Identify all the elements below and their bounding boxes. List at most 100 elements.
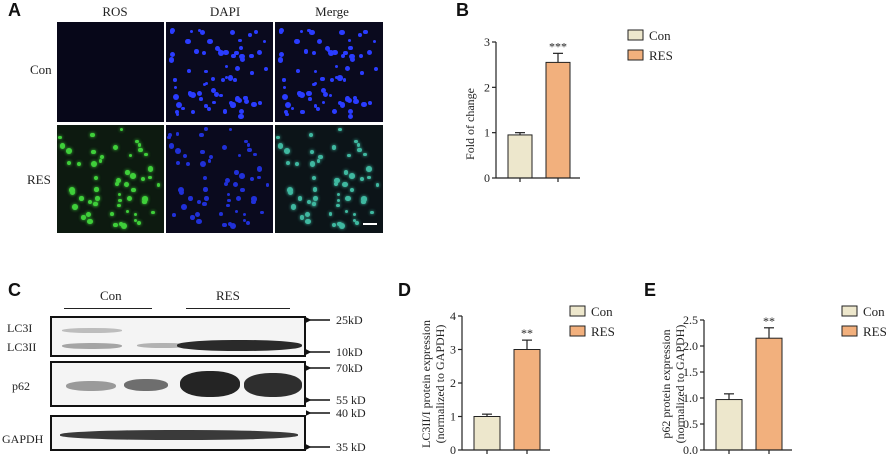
- cell-nucleus: [173, 78, 177, 82]
- cell-nucleus: [210, 76, 216, 82]
- cell-nucleus: [190, 215, 196, 221]
- cell-nucleus: [352, 212, 357, 217]
- cell-nucleus: [336, 193, 340, 197]
- cell-nucleus: [245, 221, 250, 226]
- cell-nucleus: [299, 30, 303, 34]
- y-tick-label: 1.5: [683, 365, 698, 379]
- cell-nucleus: [218, 93, 223, 98]
- band-lc3i-con: [62, 328, 122, 333]
- cell-nucleus: [250, 71, 254, 75]
- cell-nucleus: [199, 132, 204, 137]
- cell-nucleus: [372, 40, 377, 44]
- cell-nucleus: [282, 78, 286, 82]
- cell-nucleus: [320, 76, 325, 82]
- chart-b-ylabel: Fold of change: [463, 88, 477, 160]
- cell-nucleus: [190, 30, 194, 34]
- cell-nucleus: [348, 109, 354, 115]
- cell-nucleus: [311, 202, 316, 206]
- cell-nucleus: [110, 212, 114, 217]
- cell-nucleus: [233, 170, 239, 175]
- cell-nucleus: [196, 218, 202, 225]
- cell-nucleus: [211, 88, 217, 94]
- cell-nucleus: [363, 29, 368, 35]
- y-tick-label: 4: [450, 309, 456, 323]
- column-label-merge: Merge: [315, 4, 349, 19]
- cell-nucleus: [242, 218, 247, 223]
- cell-nucleus: [183, 153, 188, 159]
- cell-nucleus: [328, 212, 333, 217]
- cell-nucleus: [282, 85, 287, 89]
- group-line-res: [186, 308, 290, 309]
- cell-nucleus: [67, 161, 72, 166]
- label-gapdh: GAPDH: [2, 432, 44, 446]
- cell-nucleus: [228, 127, 233, 132]
- cell-nucleus: [232, 181, 239, 188]
- cell-nucleus: [225, 75, 229, 79]
- cell-nucleus: [290, 106, 294, 111]
- cell-nucleus: [236, 97, 243, 104]
- cell-nucleus: [118, 198, 122, 203]
- cell-nucleus: [91, 149, 97, 155]
- y-tick-label: 0: [484, 171, 490, 185]
- cell-nucleus: [299, 215, 305, 221]
- cell-nucleus: [360, 71, 364, 75]
- cell-nucleus: [246, 143, 251, 147]
- cell-nucleus: [94, 187, 99, 192]
- cell-nucleus: [176, 112, 180, 117]
- cell-nucleus: [173, 85, 177, 89]
- cell-nucleus: [227, 75, 234, 81]
- micrograph-con-merge: [275, 22, 383, 122]
- cell-nucleus: [66, 147, 73, 154]
- cell-nucleus: [256, 165, 263, 172]
- chart-d-plot: 0 1 2 3 4 ** Con RES: [450, 304, 615, 457]
- cell-nucleus: [347, 153, 352, 158]
- cell-nucleus: [367, 175, 371, 180]
- cell-nucleus: [120, 222, 127, 229]
- cell-nucleus: [204, 196, 209, 202]
- cell-nucleus: [197, 28, 202, 33]
- cell-nucleus: [348, 45, 353, 50]
- cell-nucleus: [204, 127, 209, 132]
- cell-nucleus: [361, 199, 366, 205]
- cell-nucleus: [99, 154, 105, 160]
- cell-nucleus: [220, 77, 225, 83]
- cell-nucleus: [346, 97, 353, 104]
- cell-nucleus: [69, 186, 75, 193]
- row-label-con: Con: [30, 62, 52, 77]
- cell-nucleus: [136, 221, 141, 226]
- cell-nucleus: [343, 170, 349, 175]
- cell-nucleus: [226, 203, 231, 208]
- cell-nucleus: [323, 91, 329, 97]
- legend-swatch-res: [627, 49, 644, 61]
- cell-nucleus: [226, 193, 231, 197]
- cell-nucleus: [328, 93, 333, 98]
- cell-nucleus: [287, 186, 293, 193]
- marker-35kd: 35 kD: [336, 440, 366, 454]
- cell-nucleus: [249, 54, 254, 59]
- cell-nucleus: [305, 218, 311, 225]
- cell-nucleus: [239, 53, 246, 60]
- label-lc3i: LC3I: [7, 321, 33, 335]
- cell-nucleus: [156, 183, 160, 187]
- cell-nucleus: [90, 132, 95, 137]
- cell-nucleus: [306, 200, 311, 205]
- cell-nucleus: [336, 198, 341, 203]
- column-label-dapi: DAPI: [209, 4, 241, 19]
- cell-nucleus: [309, 29, 315, 35]
- cell-nucleus: [349, 53, 355, 60]
- chart-panel-b: Fold of change 0 1 2 3 *** Con RES: [463, 28, 673, 185]
- band-lc3ii-con2: [137, 343, 189, 348]
- cell-nucleus: [219, 212, 223, 217]
- cell-nucleus: [233, 50, 239, 56]
- bar-con: [507, 134, 533, 179]
- cell-nucleus: [327, 49, 331, 53]
- cell-nucleus: [360, 101, 367, 108]
- cell-nucleus: [151, 211, 155, 215]
- cell-nucleus: [204, 69, 208, 74]
- cell-nucleus: [115, 177, 121, 183]
- label-p62: p62: [12, 379, 30, 393]
- chart-panel-d: LC3II/I protein expression (normalized t…: [419, 304, 615, 457]
- legend-swatch-con: [841, 305, 858, 317]
- cell-nucleus: [221, 145, 227, 150]
- cell-nucleus: [278, 29, 284, 34]
